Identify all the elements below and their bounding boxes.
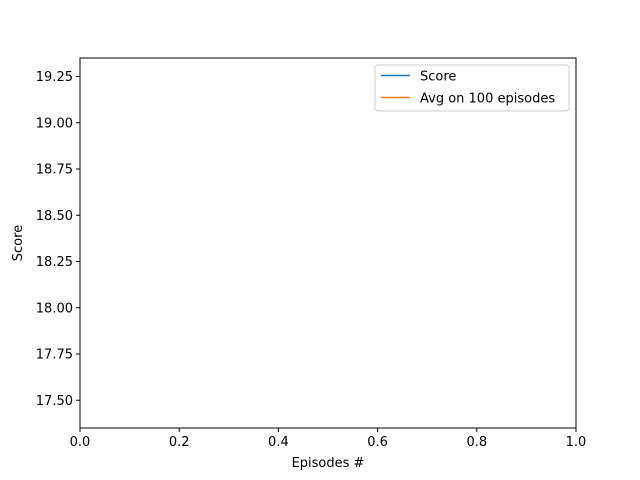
y-tick-label: 19.00	[36, 116, 73, 131]
y-tick-label: 18.75	[36, 163, 73, 178]
legend: Score Avg on 100 episodes	[374, 64, 570, 112]
y-axis-label: Score	[11, 225, 26, 261]
x-axis: 0.0 0.2 0.4 0.6 0.8 1.0	[70, 428, 587, 450]
x-tick-label: 0.2	[169, 435, 190, 450]
legend-box	[374, 64, 570, 112]
y-tick-label: 17.75	[36, 348, 73, 363]
legend-label-score: Score	[420, 70, 456, 85]
y-tick-label: 18.25	[36, 255, 73, 270]
x-tick-label: 1.0	[566, 435, 587, 450]
y-tick-label: 18.50	[36, 209, 73, 224]
x-tick-label: 0.6	[367, 435, 388, 450]
y-axis: 17.50 17.75 18.00 18.25 18.50 18.75 19.00 19.25	[36, 70, 80, 409]
x-tick-label: 0.4	[268, 435, 289, 450]
y-tick-label: 17.50	[36, 394, 73, 409]
x-tick-label: 0.8	[466, 435, 487, 450]
x-tick-label: 0.0	[70, 435, 91, 450]
plot-area	[79, 57, 577, 429]
y-tick-label: 18.00	[36, 301, 73, 316]
legend-label-avg: Avg on 100 episodes	[420, 92, 555, 107]
y-tick-label: 19.25	[36, 70, 73, 85]
x-axis-label: Episodes #	[292, 456, 365, 471]
